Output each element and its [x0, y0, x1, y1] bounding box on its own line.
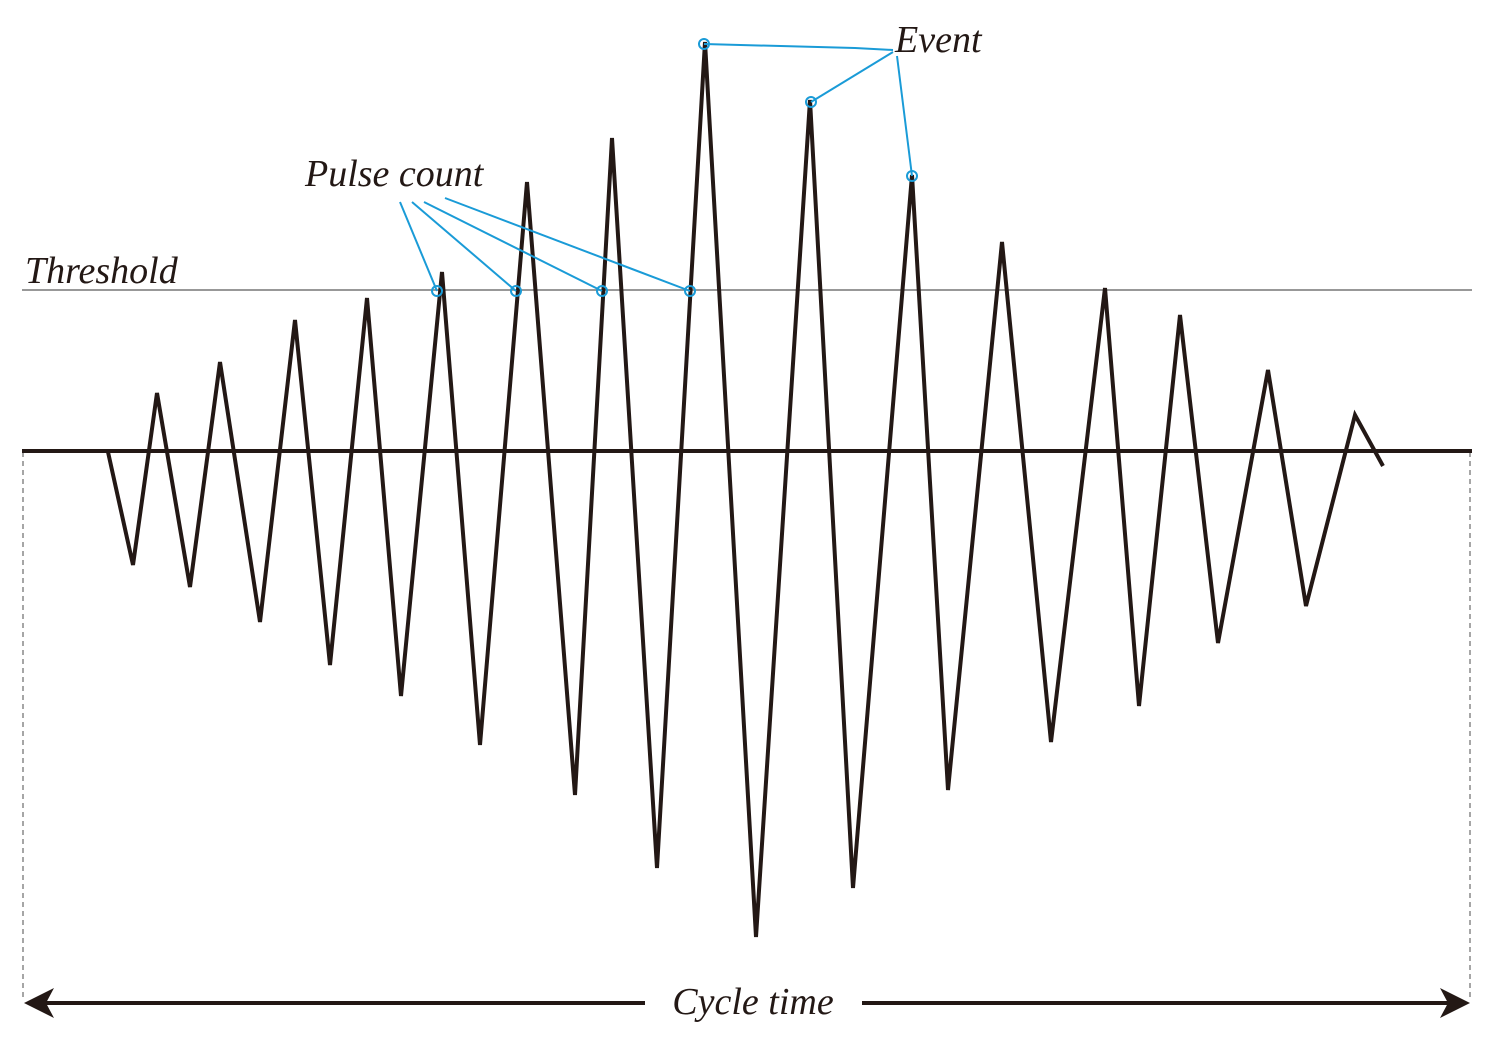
- pulse-count-label: Pulse count: [304, 153, 485, 195]
- event-leaders: [698, 38, 918, 182]
- arrowhead-right: [1440, 988, 1470, 1018]
- waveform: [106, 41, 1385, 938]
- cycle-time-label: Cycle time: [672, 981, 834, 1023]
- threshold-label: Threshold: [25, 250, 179, 292]
- pulse-count-leaders: [399, 197, 696, 297]
- arrowhead-left: [24, 988, 54, 1018]
- event-label: Event: [894, 19, 983, 61]
